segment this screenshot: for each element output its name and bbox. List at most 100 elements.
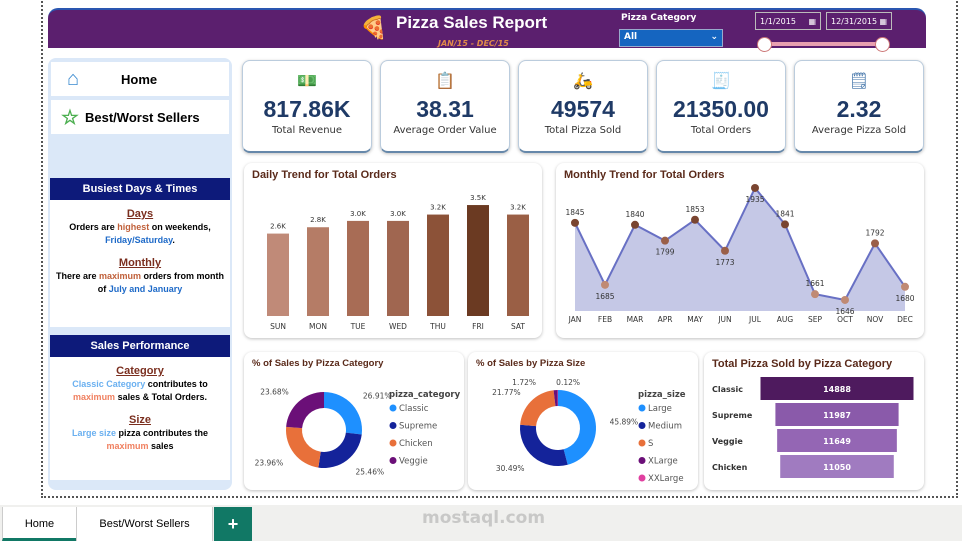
bar-thu[interactable]: [427, 214, 449, 316]
start-date-value: 1/1/2015: [760, 17, 796, 26]
trend-line: [574, 186, 906, 302]
point-label: 1799: [655, 248, 674, 257]
monthly-heading: Monthly: [118, 257, 162, 269]
tab-best-worst[interactable]: Best/Worst Sellers: [76, 507, 213, 541]
slider-start-handle[interactable]: [757, 37, 772, 52]
point-jan[interactable]: [571, 218, 579, 227]
bar-mon[interactable]: [307, 227, 329, 316]
category-pie-title: % of Sales by Pizza Category: [252, 358, 384, 369]
nav-best-worst-button[interactable]: ☆ Best/Worst Sellers: [51, 100, 229, 134]
x-tick-label: FRI: [472, 322, 484, 331]
monthly-trend-chart: 1845 JAN 1685 FEB 1840 MAR 1799 APR 1853 MAY 1773 J…: [565, 183, 915, 324]
x-tick-label: AUG: [777, 315, 794, 324]
kpi-label: Average Pizza Sold: [811, 125, 907, 136]
category-label: Classic: [712, 385, 743, 394]
slice-medium[interactable]: [520, 424, 568, 466]
delivery-icon: 🛵: [573, 71, 593, 90]
size-donut-chart: 45.89% 30.49% 21.77%1.72% 0.12% pizza_size La…: [492, 378, 686, 484]
slice-large[interactable]: [558, 390, 596, 465]
header-banner: 🍕 Pizza Sales Report JAN/15 - DEC/15 Piz…: [48, 8, 926, 52]
kpi-label: Average Order Value: [393, 125, 497, 136]
bar-classic[interactable]: [760, 377, 914, 400]
x-tick-label: SAT: [511, 322, 525, 331]
receipt-icon: 🗒: [848, 71, 870, 90]
bar-fri[interactable]: [467, 205, 489, 316]
point-dec[interactable]: [901, 282, 909, 291]
text: orders from month of: [97, 271, 225, 294]
size-pie-title: % of Sales by Pizza Size: [476, 358, 586, 369]
point-aug[interactable]: [781, 220, 789, 229]
point-may[interactable]: [691, 215, 699, 224]
point-nov[interactable]: [871, 239, 879, 248]
bar-value: 11050: [823, 463, 851, 472]
nav-home-button[interactable]: ⌂ Home: [51, 62, 229, 96]
point-label: 1680: [895, 294, 914, 303]
add-page-button[interactable]: +: [214, 507, 252, 541]
point-mar[interactable]: [631, 220, 639, 229]
x-tick-label: MON: [309, 322, 327, 331]
point-sep[interactable]: [811, 290, 819, 299]
legend-marker: [389, 404, 397, 412]
report-title: Pizza Sales Report: [396, 13, 548, 32]
end-date-value: 12/31/2015: [831, 17, 878, 26]
x-tick-label: APR: [658, 315, 673, 324]
point-label: 1845: [565, 208, 584, 217]
slice-label: 21.77%: [492, 388, 521, 397]
point-apr[interactable]: [661, 236, 669, 245]
end-date-input[interactable]: 12/31/2015 ▦: [826, 12, 892, 30]
slice-label: 45.89%: [610, 417, 639, 426]
kpi-card: 🗒 2.32 Average Pizza Sold: [794, 60, 924, 153]
slice-s[interactable]: [520, 390, 556, 427]
tab-home[interactable]: Home: [2, 507, 76, 541]
bar-supreme[interactable]: [775, 403, 899, 426]
kpi-value: 49574: [551, 96, 615, 122]
date-range-slider[interactable]: [766, 42, 884, 46]
nav-best-worst-label: Best/Worst Sellers: [85, 109, 200, 125]
x-tick-label: WED: [389, 322, 407, 331]
kpi-value: 2.32: [836, 96, 882, 122]
bar-wed[interactable]: [387, 220, 409, 316]
category-filter-label: Pizza Category: [621, 13, 697, 23]
bar-sun[interactable]: [267, 233, 289, 316]
x-tick-label: SEP: [808, 315, 822, 324]
legend-marker: [638, 404, 646, 412]
point-jun[interactable]: [721, 246, 729, 255]
text: contributes to: [145, 379, 208, 389]
daily-trend-card: Daily Trend for Total Orders 2.6K SUN 2.8K…: [244, 163, 542, 338]
bar-chicken[interactable]: [780, 455, 894, 478]
text: sales & Total Orders.: [115, 392, 207, 402]
busiest-header: Busiest Days & Times: [50, 178, 230, 200]
slice-veggie[interactable]: [286, 392, 325, 429]
x-tick-label: TUE: [350, 322, 366, 331]
category-label: Chicken: [712, 463, 748, 472]
point-jul[interactable]: [751, 183, 759, 192]
slice-supreme[interactable]: [318, 432, 362, 468]
slice-xlarge[interactable]: [553, 390, 558, 407]
home-icon: ⌂: [66, 67, 80, 90]
slice-chicken[interactable]: [286, 426, 321, 468]
bar-label: 3.5K: [470, 194, 486, 202]
x-tick-label: MAR: [627, 315, 644, 324]
performance-body: Category Classic Category contributes to…: [50, 357, 230, 480]
slice-label: 26.91%: [363, 392, 392, 401]
point-label: 1935: [745, 195, 764, 204]
bar-veggie[interactable]: [777, 429, 897, 452]
canvas-frame: [41, 0, 958, 498]
performance-header: Sales Performance: [50, 335, 230, 357]
start-date-input[interactable]: 1/1/2015 ▦: [755, 12, 821, 30]
point-label: 1792: [865, 228, 884, 237]
point-oct[interactable]: [841, 295, 849, 304]
kpi-value: 38.31: [416, 96, 474, 122]
bar-tue[interactable]: [347, 220, 369, 316]
point-feb[interactable]: [601, 280, 609, 289]
size-heading: Size: [128, 414, 151, 426]
watermark: mostaql.com: [422, 508, 546, 528]
sold-by-category-chart: 14888 Classic 11987 Supreme 11649 Veggie 11050…: [712, 377, 914, 478]
slice-classic[interactable]: [324, 392, 362, 435]
x-tick-label: NOV: [867, 315, 884, 324]
legend-item: Medium: [648, 422, 682, 432]
category-dropdown[interactable]: All ⌄: [619, 29, 723, 47]
bar-sat[interactable]: [507, 214, 529, 316]
order-list-icon: 🧾: [711, 71, 731, 90]
slider-end-handle[interactable]: [875, 37, 890, 52]
